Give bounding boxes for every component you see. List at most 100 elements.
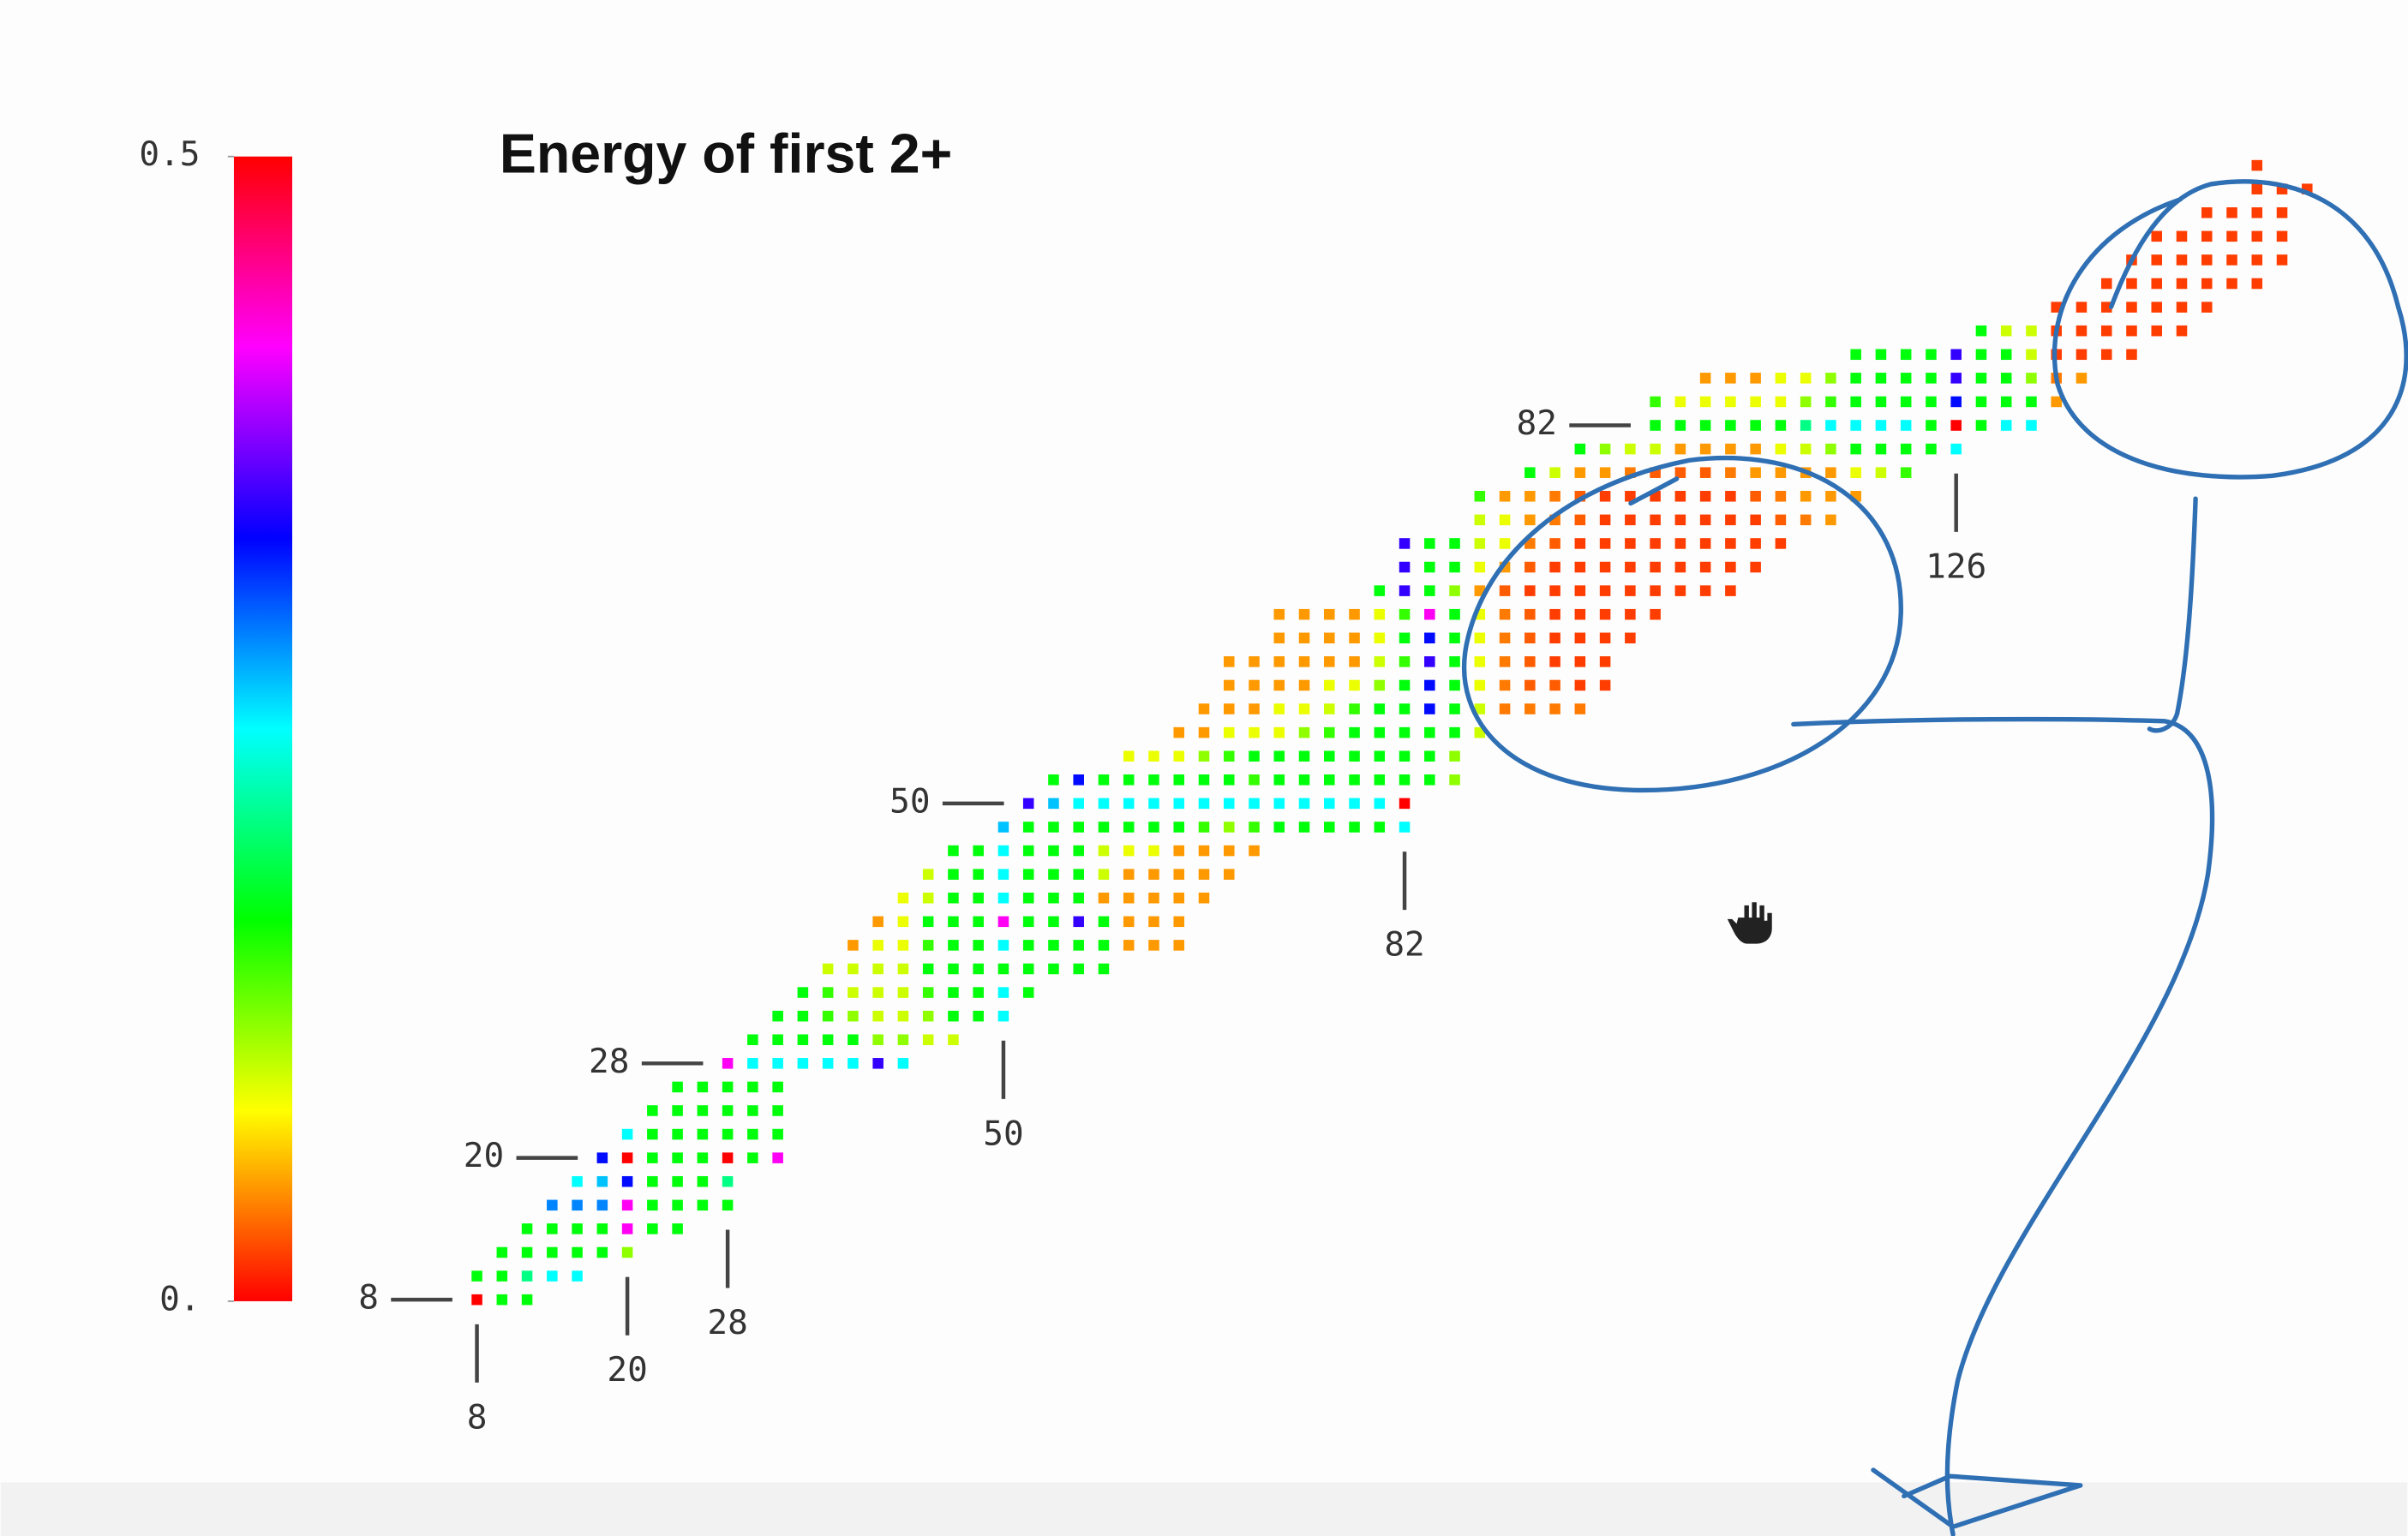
- cell: [772, 1152, 783, 1163]
- cell: [898, 940, 909, 951]
- cell: [1324, 774, 1335, 786]
- cell: [647, 1176, 658, 1187]
- cell: [1224, 680, 1235, 691]
- cell: [2101, 278, 2112, 290]
- chart: Energy of first 2+ 820285082820285082126…: [0, 0, 2408, 1536]
- cell: [1449, 703, 1460, 714]
- cell: [1274, 609, 1285, 620]
- cell: [698, 1129, 709, 1140]
- cell: [471, 1294, 482, 1306]
- cell: [2252, 160, 2263, 171]
- cell: [1549, 491, 1560, 502]
- cell: [1650, 444, 1661, 455]
- cell: [1073, 917, 1084, 928]
- cell: [1148, 846, 1159, 857]
- cell: [1825, 515, 1836, 526]
- colorbar-tick-label: 0.5: [139, 134, 200, 174]
- cell: [1199, 869, 1210, 880]
- cell: [1524, 703, 1536, 714]
- cell: [698, 1152, 709, 1163]
- cell: [1926, 350, 1937, 361]
- cell: [1048, 893, 1059, 904]
- cell: [1825, 420, 1836, 431]
- cell: [1500, 515, 1511, 526]
- cell: [2226, 278, 2237, 290]
- cell: [2252, 183, 2263, 194]
- cell: [798, 1058, 809, 1069]
- cell: [698, 1176, 709, 1187]
- cell: [1073, 822, 1084, 833]
- cell: [1901, 420, 1912, 431]
- cell: [1600, 538, 1611, 549]
- cell: [1099, 940, 1110, 951]
- cell: [1575, 585, 1586, 596]
- cell: [1324, 798, 1335, 810]
- cell: [1148, 917, 1159, 928]
- cell: [948, 846, 959, 857]
- cell: [1274, 774, 1285, 786]
- cell: [597, 1152, 608, 1163]
- cell: [722, 1176, 734, 1187]
- cell: [872, 1058, 884, 1069]
- cell: [1825, 397, 1836, 408]
- cell: [1148, 750, 1159, 762]
- cell: [1800, 397, 1812, 408]
- cell: [471, 1270, 482, 1282]
- cell: [1675, 562, 1686, 573]
- cell: [1600, 562, 1611, 573]
- cell: [1399, 750, 1411, 762]
- cell: [2076, 350, 2088, 361]
- cell: [872, 940, 884, 951]
- cell: [1700, 515, 1711, 526]
- cell: [1725, 515, 1736, 526]
- cell: [848, 987, 859, 998]
- cell: [672, 1105, 683, 1116]
- cell: [2226, 207, 2237, 218]
- cell: [698, 1082, 709, 1093]
- cell: [848, 940, 859, 951]
- cell: [1048, 964, 1059, 975]
- cell: [1725, 467, 1736, 478]
- cell: [2201, 231, 2213, 242]
- cell: [1375, 609, 1386, 620]
- cell: [1750, 538, 1761, 549]
- cell: [1299, 774, 1310, 786]
- cell: [1750, 420, 1761, 431]
- cell: [1375, 703, 1386, 714]
- cell: [1575, 562, 1586, 573]
- cell: [1073, 869, 1084, 880]
- cell: [998, 893, 1009, 904]
- cell: [698, 1200, 709, 1211]
- cell: [1324, 822, 1335, 833]
- neutron-magic-label: 126: [1926, 547, 1986, 586]
- cell: [1625, 562, 1636, 573]
- cell: [1650, 585, 1661, 596]
- cell: [872, 1034, 884, 1045]
- cell: [2001, 350, 2012, 361]
- cell: [2026, 420, 2037, 431]
- cell: [1349, 822, 1360, 833]
- cell: [1449, 609, 1460, 620]
- cell: [572, 1270, 583, 1282]
- cell: [1800, 491, 1812, 502]
- cell: [1375, 656, 1386, 667]
- cell: [1224, 774, 1235, 786]
- cell: [973, 964, 984, 975]
- cell: [1299, 798, 1310, 810]
- cell: [1800, 373, 1812, 384]
- cell: [1173, 798, 1184, 810]
- cell: [1950, 420, 1962, 431]
- cell: [2177, 231, 2188, 242]
- cell: [1725, 538, 1736, 549]
- cell: [1424, 750, 1435, 762]
- cell: [1249, 656, 1260, 667]
- cell: [1048, 940, 1059, 951]
- cell: [1650, 397, 1661, 408]
- cell: [2201, 254, 2213, 266]
- cell: [1926, 397, 1937, 408]
- cell: [1349, 750, 1360, 762]
- cell: [547, 1223, 558, 1234]
- cell: [1700, 420, 1711, 431]
- cell: [1299, 727, 1310, 738]
- cell: [1424, 680, 1435, 691]
